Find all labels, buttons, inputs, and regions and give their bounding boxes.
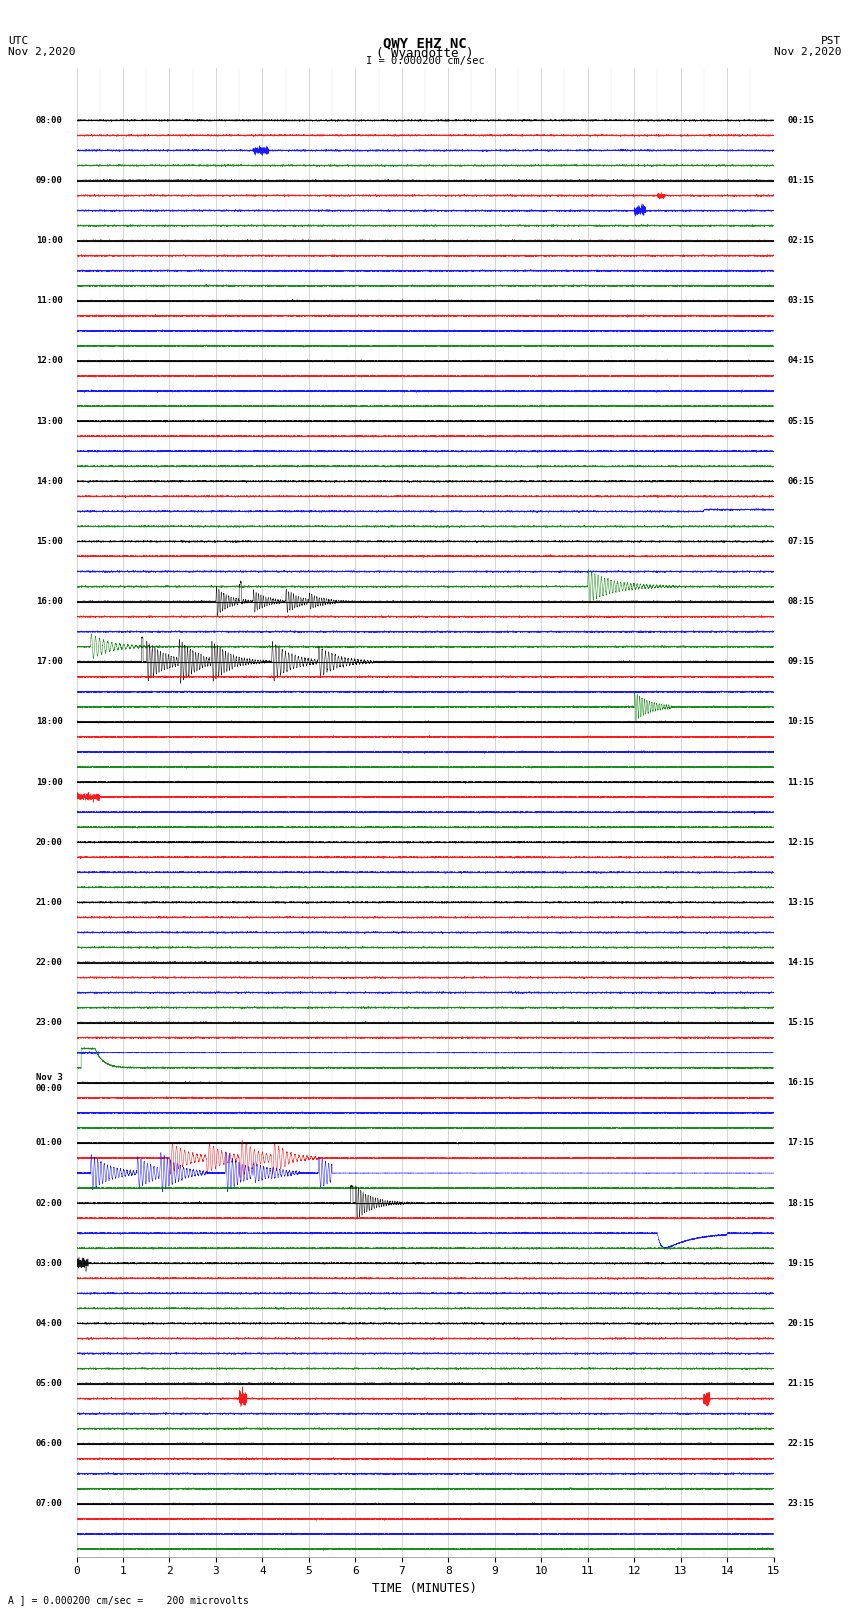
Text: 10:00: 10:00 xyxy=(36,235,63,245)
Text: 04:00: 04:00 xyxy=(36,1319,63,1327)
Text: 17:15: 17:15 xyxy=(787,1139,814,1147)
Text: 15:00: 15:00 xyxy=(36,537,63,545)
Text: 14:15: 14:15 xyxy=(787,958,814,968)
Text: 19:00: 19:00 xyxy=(36,777,63,787)
Text: 20:00: 20:00 xyxy=(36,837,63,847)
Text: QWY EHZ NC: QWY EHZ NC xyxy=(383,37,467,50)
Text: 20:15: 20:15 xyxy=(787,1319,814,1327)
Text: 18:00: 18:00 xyxy=(36,718,63,726)
Text: 22:15: 22:15 xyxy=(787,1439,814,1448)
Text: 11:15: 11:15 xyxy=(787,777,814,787)
Text: 01:00: 01:00 xyxy=(36,1139,63,1147)
Text: 03:15: 03:15 xyxy=(787,297,814,305)
Text: 23:00: 23:00 xyxy=(36,1018,63,1027)
X-axis label: TIME (MINUTES): TIME (MINUTES) xyxy=(372,1582,478,1595)
Text: 07:00: 07:00 xyxy=(36,1500,63,1508)
Text: I = 0.000200 cm/sec: I = 0.000200 cm/sec xyxy=(366,56,484,66)
Text: ( Wyandotte ): ( Wyandotte ) xyxy=(377,47,473,60)
Text: Nov 3
00:00: Nov 3 00:00 xyxy=(36,1073,63,1092)
Text: 21:00: 21:00 xyxy=(36,898,63,907)
Text: 06:15: 06:15 xyxy=(787,477,814,486)
Text: 06:00: 06:00 xyxy=(36,1439,63,1448)
Text: 05:15: 05:15 xyxy=(787,416,814,426)
Text: 08:00: 08:00 xyxy=(36,116,63,124)
Text: 09:00: 09:00 xyxy=(36,176,63,185)
Text: 16:00: 16:00 xyxy=(36,597,63,606)
Text: 13:00: 13:00 xyxy=(36,416,63,426)
Text: 16:15: 16:15 xyxy=(787,1079,814,1087)
Text: 09:15: 09:15 xyxy=(787,656,814,666)
Text: 05:00: 05:00 xyxy=(36,1379,63,1389)
Text: 07:15: 07:15 xyxy=(787,537,814,545)
Text: 14:00: 14:00 xyxy=(36,477,63,486)
Text: 10:15: 10:15 xyxy=(787,718,814,726)
Text: Nov 2,2020: Nov 2,2020 xyxy=(8,47,76,56)
Text: 12:00: 12:00 xyxy=(36,356,63,366)
Text: A ] = 0.000200 cm/sec =    200 microvolts: A ] = 0.000200 cm/sec = 200 microvolts xyxy=(8,1595,249,1605)
Text: PST: PST xyxy=(821,37,842,47)
Text: 04:15: 04:15 xyxy=(787,356,814,366)
Text: 00:15: 00:15 xyxy=(787,116,814,124)
Text: 12:15: 12:15 xyxy=(787,837,814,847)
Text: 02:00: 02:00 xyxy=(36,1198,63,1208)
Text: 03:00: 03:00 xyxy=(36,1258,63,1268)
Text: 15:15: 15:15 xyxy=(787,1018,814,1027)
Text: 22:00: 22:00 xyxy=(36,958,63,968)
Text: 13:15: 13:15 xyxy=(787,898,814,907)
Text: 02:15: 02:15 xyxy=(787,235,814,245)
Text: 08:15: 08:15 xyxy=(787,597,814,606)
Text: 11:00: 11:00 xyxy=(36,297,63,305)
Text: 23:15: 23:15 xyxy=(787,1500,814,1508)
Text: 21:15: 21:15 xyxy=(787,1379,814,1389)
Text: 18:15: 18:15 xyxy=(787,1198,814,1208)
Text: Nov 2,2020: Nov 2,2020 xyxy=(774,47,842,56)
Text: 17:00: 17:00 xyxy=(36,656,63,666)
Text: 01:15: 01:15 xyxy=(787,176,814,185)
Text: UTC: UTC xyxy=(8,37,29,47)
Text: 19:15: 19:15 xyxy=(787,1258,814,1268)
